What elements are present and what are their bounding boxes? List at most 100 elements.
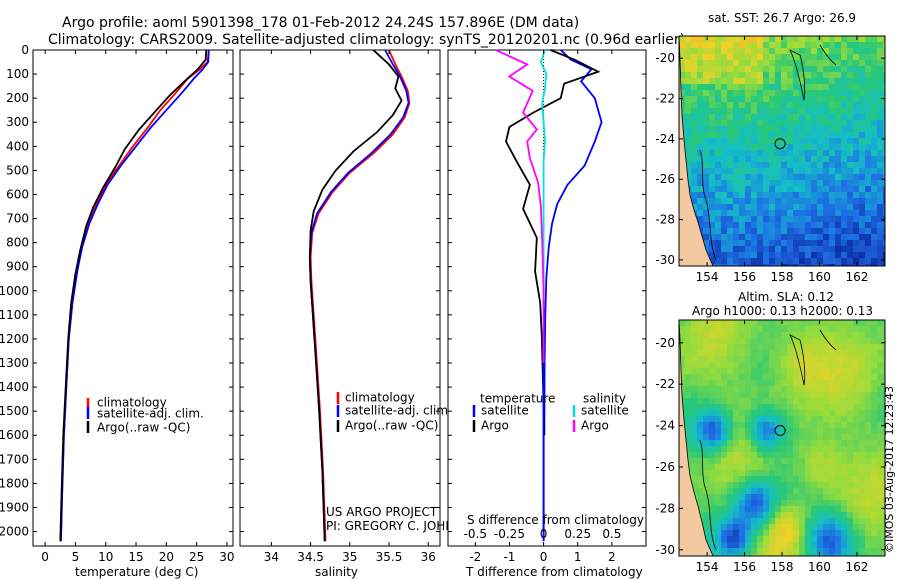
heatmap-cell bbox=[745, 174, 752, 181]
heatmap-cell bbox=[853, 530, 860, 537]
heatmap-cell bbox=[865, 338, 872, 345]
heatmap-cell bbox=[811, 120, 818, 127]
heatmap-cell bbox=[697, 36, 704, 43]
heatmap-cell bbox=[703, 54, 710, 61]
heatmap-cell bbox=[835, 144, 842, 151]
heatmap-cell bbox=[805, 404, 812, 411]
heatmap-cell bbox=[775, 228, 782, 235]
heatmap-cell bbox=[871, 60, 878, 67]
heatmap-cell bbox=[745, 156, 752, 163]
heatmap-cell bbox=[829, 458, 836, 465]
heatmap-cell bbox=[727, 162, 734, 169]
heatmap-cell bbox=[847, 404, 854, 411]
heatmap-cell bbox=[805, 72, 812, 79]
heatmap-cell bbox=[781, 482, 788, 489]
heatmap-cell bbox=[847, 332, 854, 339]
heatmap-cell bbox=[757, 204, 764, 211]
heatmap-cell bbox=[763, 126, 770, 133]
heatmap-cell bbox=[703, 210, 710, 217]
heatmap-cell bbox=[793, 530, 800, 537]
heatmap-cell bbox=[709, 344, 716, 351]
heatmap-cell bbox=[745, 422, 752, 429]
heatmap-cell bbox=[775, 440, 782, 447]
heatmap-cell bbox=[703, 108, 710, 115]
heatmap-cell bbox=[865, 542, 872, 549]
heatmap-cell bbox=[775, 192, 782, 199]
x-tick-label: 162 bbox=[845, 560, 868, 574]
heatmap-cell bbox=[799, 350, 806, 357]
heatmap-cell bbox=[841, 228, 848, 235]
heatmap-cell bbox=[745, 150, 752, 157]
heatmap-cell bbox=[697, 108, 704, 115]
heatmap-cell bbox=[757, 386, 764, 393]
heatmap-cell bbox=[781, 90, 788, 97]
heatmap-cell bbox=[763, 216, 770, 223]
heatmap-cell bbox=[787, 114, 794, 121]
heatmap-cell bbox=[877, 368, 884, 375]
heatmap-cell bbox=[787, 54, 794, 61]
sla-heatmap bbox=[679, 320, 885, 556]
heatmap-cell bbox=[685, 54, 692, 61]
heatmap-cell bbox=[847, 356, 854, 363]
heatmap-cell bbox=[799, 180, 806, 187]
heatmap-cell bbox=[805, 392, 812, 399]
heatmap-cell bbox=[835, 476, 842, 483]
heatmap-cell bbox=[823, 386, 830, 393]
heatmap-cell bbox=[733, 42, 740, 49]
y-tick-label: 2000 bbox=[0, 525, 29, 539]
heatmap-cell bbox=[763, 506, 770, 513]
heatmap-cell bbox=[685, 150, 692, 157]
heatmap-cell bbox=[697, 84, 704, 91]
heatmap-cell bbox=[703, 320, 710, 327]
heatmap-cell bbox=[883, 344, 885, 351]
heatmap-cell bbox=[805, 144, 812, 151]
salinity-panel: 34 34.5 35 35.5 36 salinity climatology sate… bbox=[239, 49, 480, 579]
heatmap-cell bbox=[733, 428, 740, 435]
heatmap-cell bbox=[739, 114, 746, 121]
heatmap-cell bbox=[739, 120, 746, 127]
heatmap-cell bbox=[733, 186, 740, 193]
heatmap-cell bbox=[751, 386, 758, 393]
heatmap-cell bbox=[883, 320, 885, 327]
heatmap-cell bbox=[715, 234, 722, 241]
heatmap-cell bbox=[763, 192, 770, 199]
heatmap-cell bbox=[883, 494, 885, 501]
heatmap-cell bbox=[781, 542, 788, 549]
heatmap-cell bbox=[859, 500, 866, 507]
heatmap-cell bbox=[751, 222, 758, 229]
heatmap-cell bbox=[817, 126, 824, 133]
y-tick-label: 900 bbox=[6, 260, 29, 274]
heatmap-cell bbox=[871, 452, 878, 459]
heatmap-cell bbox=[883, 180, 885, 187]
heatmap-cell bbox=[775, 320, 782, 327]
heatmap-cell bbox=[877, 554, 884, 556]
heatmap-cell bbox=[805, 180, 812, 187]
heatmap-cell bbox=[883, 482, 885, 489]
heatmap-cell bbox=[835, 506, 842, 513]
heatmap-cell bbox=[703, 72, 710, 79]
heatmap-cell bbox=[697, 338, 704, 345]
heatmap-cell bbox=[841, 344, 848, 351]
heatmap-cell bbox=[697, 204, 704, 211]
heatmap-cell bbox=[775, 138, 782, 145]
heatmap-cell bbox=[739, 192, 746, 199]
heatmap-cell bbox=[691, 434, 698, 441]
heatmap-cell bbox=[829, 96, 836, 103]
heatmap-cell bbox=[847, 524, 854, 531]
heatmap-cell bbox=[799, 246, 806, 253]
heatmap-cell bbox=[745, 380, 752, 387]
heatmap-cell bbox=[799, 446, 806, 453]
heatmap-cell bbox=[871, 228, 878, 235]
heatmap-cell bbox=[721, 542, 728, 549]
heatmap-cell bbox=[763, 180, 770, 187]
heatmap-cell bbox=[847, 362, 854, 369]
heatmap-cell bbox=[787, 126, 794, 133]
heatmap-cell bbox=[757, 512, 764, 519]
heatmap-cell bbox=[691, 90, 698, 97]
heatmap-cell bbox=[727, 554, 734, 556]
heatmap-cell bbox=[733, 258, 740, 265]
heatmap-cell bbox=[793, 144, 800, 151]
heatmap-cell bbox=[841, 350, 848, 357]
heatmap-cell bbox=[757, 138, 764, 145]
heatmap-cell bbox=[685, 320, 692, 327]
